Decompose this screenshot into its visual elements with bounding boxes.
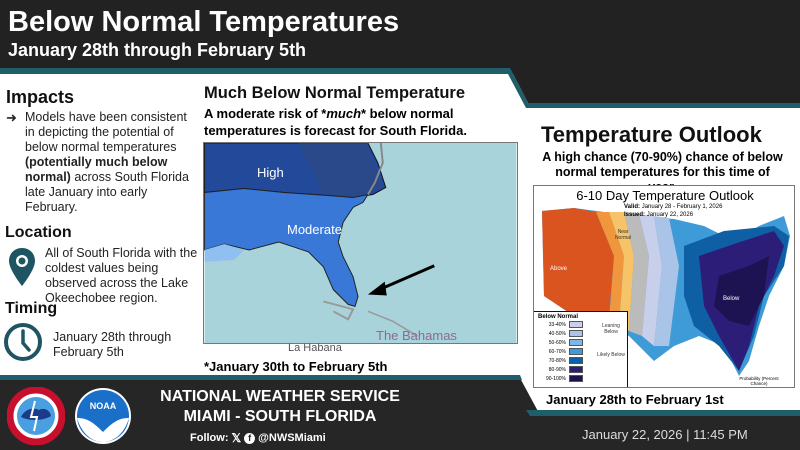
follow-label: Follow: [190,432,229,444]
outlook-map: 6-10 Day Temperature Outlook Valid: Janu… [533,185,795,388]
follow-row: Follow: 𝕏 f @NWSMiami [190,431,326,445]
org-name-line2: MIAMI - SOUTH FLORIDA [183,408,377,425]
header-wedge [508,68,800,108]
facebook-icon[interactable]: f [244,432,256,444]
legend-row: 33-40% [538,320,623,329]
map-label-havana: La Habana [288,342,342,354]
header-bar [0,0,800,70]
outlook-map-title: 6-10 Day Temperature Outlook [576,188,754,203]
timing-text: January 28th through February 5th [53,330,172,359]
outlook-valid: Valid: January 28 - February 1, 2026 [624,204,722,210]
location-text: All of South Florida with the coldest va… [45,246,198,305]
desc-pre: A moderate risk of * [204,106,327,121]
valid-value: January 28 - February 1, 2026 [641,204,723,210]
legend-range: 60-70% [548,348,566,355]
issued-value: January 22, 2026 [646,212,694,218]
desc-post: * below normal temperatures is forecast … [204,106,467,138]
impacts-text: Models have been consistent in depicting… [25,110,197,215]
impacts-text-post: across South Florida late January into e… [25,170,189,214]
much-below-footnote: *January 30th to February 5th [204,359,388,374]
much-below-heading: Much Below Normal Temperature [204,84,465,102]
legend-range: 33-40% [548,321,566,328]
impacts-text-bold: (potentially much below normal) [25,155,168,184]
clock-icon [4,323,42,361]
legend-rows: 33-40% 40-50% 50-60% 60-70% 70-80% 80-90% 90-1… [538,320,623,383]
svg-text:NOAA: NOAA [90,401,117,411]
legend-row: 50-60% [538,338,623,347]
legend-swatch [569,375,583,382]
org-name-line1: NATIONAL WEATHER SERVICE [160,388,400,405]
legend-swatch [569,357,583,364]
nws-logo [7,387,65,445]
outlook-description: A high chance (70-90%) chance of below n… [542,150,783,194]
header-accent [0,68,520,74]
arrow-bullet-icon: ➜ [6,110,17,125]
risk-map [203,142,518,344]
legend-swatch [569,330,583,337]
outlook-map-graphic [542,208,790,376]
legend-range: 50-60% [548,339,566,346]
above-label: Above [550,266,568,272]
impacts-heading: Impacts [6,87,75,107]
legend-row: 40-50% [538,329,623,338]
legend-row: 80-90% [538,365,623,374]
page-title: Below Normal Temperatures [8,6,400,38]
timing-heading: Timing [5,300,58,317]
legend-row: 60-70% [538,347,623,356]
legend-leaning: Leaning Below [602,323,620,335]
legend-range: 90-100% [545,375,566,382]
noaa-logo: NOAA [75,388,131,444]
desc-em: much [326,106,362,121]
legend-swatch [569,348,583,355]
probability-label: Probability (Percent Chance) [739,376,779,386]
much-below-description: A moderate risk of *much* below normal t… [204,105,504,139]
legend-swatch [569,366,583,373]
legend-row: 70-80% [538,356,623,365]
legend-swatch [569,321,583,328]
outlook-heading: Temperature Outlook [541,122,762,147]
issued-label: Issued: [624,212,646,218]
legend-range: 70-80% [548,357,566,364]
legend-row: 90-100% [538,374,623,383]
x-icon[interactable]: 𝕏 [231,431,242,445]
page-subtitle: January 28th through February 5th [8,40,307,60]
legend-swatch [569,339,583,346]
below-label: Below [723,296,740,302]
timestamp: January 22, 2026 | 11:45 PM [582,427,748,442]
valid-label: Valid: [624,204,641,210]
map-label-moderate: Moderate [287,222,342,237]
outlook-legend: Below Normal 33-40% 40-50% 50-60% 60-70% 70-… [534,311,628,387]
legend-range: 80-90% [548,366,566,373]
legend-likely: Likely Below [597,352,625,358]
legend-title: Below Normal [538,314,579,320]
near-normal-label: Near Normal [614,229,632,241]
legend-range: 40-50% [548,330,566,337]
map-label-high: High [257,165,284,180]
social-handle[interactable]: @NWSMiami [258,432,326,444]
map-pin-icon [9,248,35,286]
impacts-text-pre: Models have been consistent in depicting… [25,110,187,154]
outlook-dates: January 28th to February 1st [546,392,724,407]
outlook-issued: Issued: January 22, 2026 [624,212,693,218]
map-label-bahamas: The Bahamas [376,328,457,343]
location-heading: Location [5,224,72,241]
